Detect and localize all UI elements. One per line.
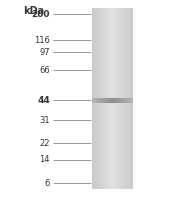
Bar — [122, 8, 123, 189]
Bar — [110, 8, 111, 189]
Bar — [109, 98, 110, 102]
Bar — [121, 98, 122, 102]
Text: 116: 116 — [34, 35, 50, 45]
Bar — [95, 8, 96, 189]
Text: kDa: kDa — [23, 6, 44, 16]
Bar — [103, 8, 104, 189]
Bar — [111, 98, 112, 102]
Bar — [104, 8, 105, 189]
Bar — [131, 8, 132, 189]
Bar — [123, 8, 124, 189]
Bar — [102, 8, 103, 189]
Bar — [127, 98, 128, 102]
Bar — [131, 98, 132, 102]
Bar — [124, 8, 125, 189]
Bar — [96, 98, 97, 102]
Bar — [112, 98, 113, 102]
Bar — [93, 8, 94, 189]
Bar — [112, 8, 113, 189]
Bar — [92, 8, 93, 189]
Bar — [107, 98, 108, 102]
Bar — [119, 8, 120, 189]
Bar — [128, 98, 129, 102]
Bar — [124, 98, 125, 102]
Bar — [126, 8, 127, 189]
Bar — [97, 98, 98, 102]
Text: 66: 66 — [39, 65, 50, 74]
Bar — [104, 98, 105, 102]
Bar — [94, 8, 95, 189]
Bar — [100, 8, 101, 189]
Bar — [93, 98, 94, 102]
Bar — [99, 98, 100, 102]
Bar — [130, 98, 131, 102]
Bar — [105, 8, 106, 189]
Bar — [96, 8, 97, 189]
Bar — [116, 98, 118, 102]
Bar — [119, 98, 121, 102]
Bar — [125, 8, 126, 189]
Bar — [125, 98, 126, 102]
Bar — [105, 98, 106, 102]
Bar — [114, 8, 115, 189]
Text: 97: 97 — [39, 47, 50, 57]
Bar — [101, 98, 102, 102]
Bar — [110, 98, 111, 102]
Bar — [121, 8, 122, 189]
Bar — [100, 98, 101, 102]
Bar — [108, 8, 109, 189]
Bar — [113, 98, 115, 102]
Bar — [132, 8, 133, 189]
Bar — [109, 8, 110, 189]
Bar — [120, 8, 121, 189]
Bar — [115, 8, 116, 189]
Bar — [129, 98, 130, 102]
Bar — [94, 98, 95, 102]
Text: 22: 22 — [39, 138, 50, 148]
Text: 31: 31 — [39, 115, 50, 125]
Bar — [116, 8, 117, 189]
Bar — [111, 8, 112, 189]
Bar — [92, 98, 93, 102]
Bar — [129, 8, 130, 189]
Bar — [107, 8, 108, 189]
Text: 44: 44 — [37, 96, 50, 104]
Bar — [106, 98, 107, 102]
Bar — [127, 8, 128, 189]
Bar — [126, 98, 127, 102]
Bar — [99, 8, 100, 189]
Bar — [97, 8, 98, 189]
Bar — [113, 8, 114, 189]
Bar — [118, 8, 119, 189]
Bar — [128, 8, 129, 189]
Bar — [103, 98, 104, 102]
Text: 200: 200 — [32, 9, 50, 19]
Bar — [101, 8, 102, 189]
Bar — [102, 98, 103, 102]
Bar — [118, 98, 119, 102]
Bar — [115, 98, 116, 102]
Text: 14: 14 — [39, 155, 50, 164]
Bar — [132, 98, 133, 102]
Bar — [98, 8, 99, 189]
Bar — [108, 98, 109, 102]
Bar — [122, 98, 124, 102]
Bar — [95, 98, 96, 102]
Bar — [117, 8, 118, 189]
Bar — [98, 98, 99, 102]
Bar — [130, 8, 131, 189]
Text: 6: 6 — [45, 178, 50, 188]
Bar — [106, 8, 107, 189]
